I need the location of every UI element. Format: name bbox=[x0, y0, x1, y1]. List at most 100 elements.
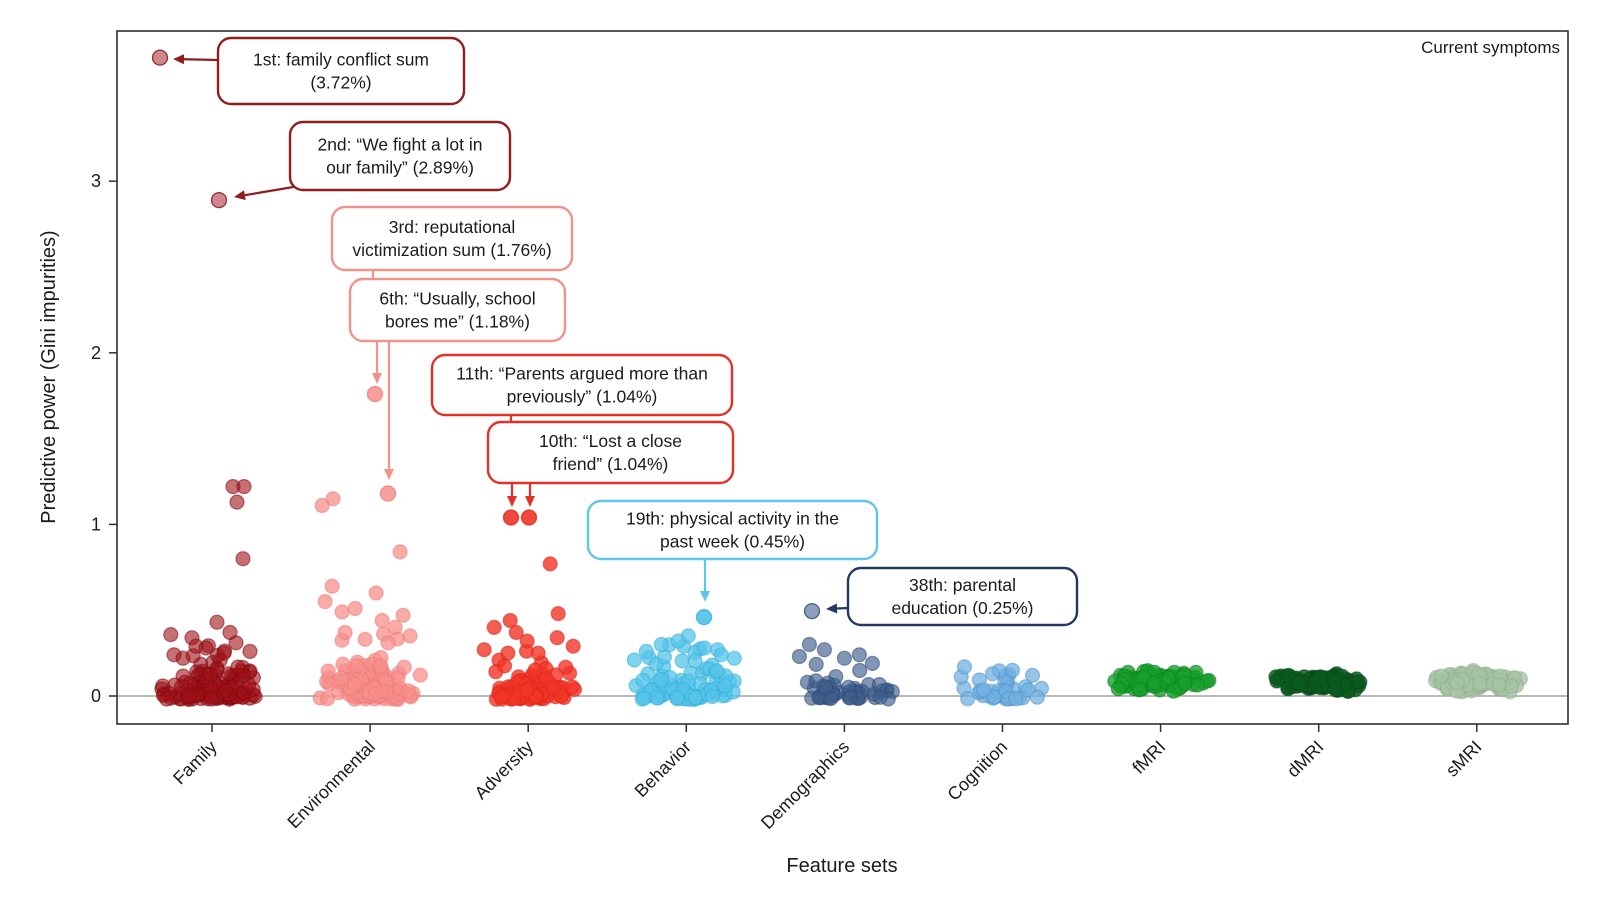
data-point bbox=[395, 607, 411, 623]
data-point bbox=[1007, 691, 1024, 707]
annotation-11th-parents-argued-more: 11th: “Parents argued more than previousl… bbox=[430, 353, 734, 425]
data-point bbox=[508, 624, 524, 641]
data-point bbox=[649, 690, 665, 706]
annotation-box bbox=[586, 499, 879, 561]
data-point bbox=[380, 635, 396, 651]
annotated-point bbox=[520, 509, 538, 526]
data-point bbox=[851, 647, 868, 663]
data-point bbox=[674, 653, 690, 669]
series-adversity bbox=[476, 556, 583, 708]
data-point bbox=[229, 494, 245, 510]
corner-label: Current symptoms bbox=[1421, 38, 1560, 57]
data-point bbox=[871, 676, 888, 693]
data-point bbox=[242, 643, 258, 660]
data-point bbox=[387, 619, 403, 636]
data-point bbox=[209, 614, 225, 630]
annotation-text: our family” (2.89%) bbox=[326, 158, 474, 178]
data-point bbox=[519, 633, 535, 649]
annotation-arrow-shaft bbox=[836, 606, 849, 610]
annotation-text: 19th: physical activity in the bbox=[626, 509, 839, 529]
annotation-arrowhead bbox=[826, 603, 838, 614]
annotation-text: 11th: “Parents argued more than bbox=[456, 364, 708, 384]
data-point bbox=[636, 690, 652, 706]
data-point bbox=[836, 650, 853, 666]
data-point bbox=[320, 663, 336, 679]
data-point bbox=[335, 656, 351, 672]
data-point bbox=[163, 626, 179, 643]
annotation-text: 3rd: reputational bbox=[389, 217, 515, 237]
data-point bbox=[842, 689, 859, 706]
data-point bbox=[357, 631, 373, 648]
data-point bbox=[1004, 662, 1021, 678]
data-point bbox=[626, 652, 642, 668]
data-point bbox=[374, 612, 390, 629]
data-point bbox=[400, 683, 416, 699]
data-point bbox=[565, 638, 581, 654]
data-point bbox=[791, 648, 808, 665]
annotation-box bbox=[430, 353, 734, 417]
data-point bbox=[1189, 677, 1206, 693]
annotated-point bbox=[379, 485, 397, 502]
annotation-text: previously” (1.04%) bbox=[507, 387, 658, 407]
annotation-text: bores me” (1.18%) bbox=[385, 312, 530, 332]
x-tick-label: Demographics bbox=[757, 737, 853, 833]
data-point bbox=[558, 659, 574, 675]
annotation-arrowhead bbox=[525, 496, 535, 507]
data-point bbox=[545, 680, 561, 696]
annotation-2nd-we-fight-a-lot: 2nd: “We fight a lot in our family” (2.89… bbox=[210, 120, 512, 209]
data-point bbox=[159, 691, 175, 707]
data-point bbox=[956, 659, 973, 675]
data-point bbox=[1161, 670, 1177, 686]
annotation-arrowhead bbox=[384, 469, 394, 480]
plot-border bbox=[116, 30, 1569, 725]
series-smri bbox=[1427, 662, 1529, 700]
data-point bbox=[801, 636, 818, 653]
data-point bbox=[1110, 681, 1126, 697]
data-point bbox=[1327, 682, 1344, 698]
annotated-point bbox=[502, 509, 520, 526]
annotation-text: (3.72%) bbox=[310, 73, 371, 93]
x-tick-label: Cognition bbox=[943, 737, 1011, 805]
data-point bbox=[392, 544, 408, 560]
data-point bbox=[713, 647, 729, 663]
data-point bbox=[402, 628, 418, 644]
data-point bbox=[542, 556, 558, 572]
data-point bbox=[808, 656, 824, 673]
data-point bbox=[198, 640, 214, 656]
data-point bbox=[216, 645, 232, 661]
series-demographics bbox=[791, 636, 900, 707]
data-point bbox=[687, 653, 703, 669]
x-tick-label: dMRI bbox=[1283, 737, 1328, 782]
data-point bbox=[549, 630, 565, 646]
y-axis-title: Predictive power (Gini impurities) bbox=[38, 230, 60, 523]
series-dmri bbox=[1268, 666, 1368, 699]
data-point bbox=[1269, 673, 1285, 689]
annotated-point bbox=[210, 191, 228, 209]
data-point bbox=[1491, 677, 1507, 693]
data-point bbox=[635, 672, 651, 689]
data-point bbox=[314, 497, 330, 514]
annotation-text: 2nd: “We fight a lot in bbox=[317, 135, 482, 155]
data-point bbox=[497, 658, 513, 674]
data-point bbox=[228, 635, 244, 651]
series-cognition bbox=[953, 659, 1050, 707]
data-point bbox=[325, 491, 341, 507]
data-point bbox=[347, 676, 363, 692]
annotation-1st-family-conflict-sum: 1st: family conflict sum (3.72%) bbox=[151, 36, 466, 106]
data-point bbox=[687, 689, 703, 706]
y-tick-label: 2 bbox=[91, 343, 101, 363]
data-point bbox=[412, 667, 428, 683]
data-point bbox=[519, 682, 535, 698]
data-point bbox=[704, 688, 721, 705]
data-point bbox=[349, 658, 365, 674]
y-tick-label: 0 bbox=[91, 686, 101, 706]
annotated-point bbox=[366, 385, 384, 403]
annotation-text: education (0.25%) bbox=[891, 598, 1033, 618]
annotation-box bbox=[330, 205, 574, 272]
data-point bbox=[500, 645, 516, 661]
annotation-box bbox=[486, 420, 735, 485]
data-point bbox=[564, 679, 581, 695]
x-tick-label: Adversity bbox=[471, 737, 537, 803]
data-point bbox=[530, 645, 546, 661]
